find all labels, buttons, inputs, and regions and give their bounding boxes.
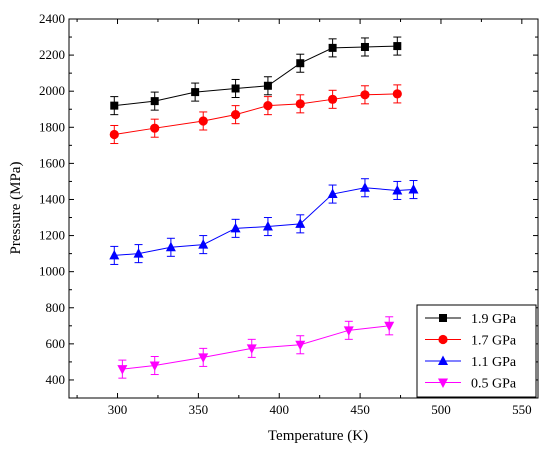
data-point bbox=[359, 182, 370, 192]
data-point bbox=[230, 222, 241, 233]
legend-marker bbox=[438, 378, 448, 388]
data-point bbox=[343, 326, 354, 336]
data-point bbox=[109, 249, 120, 260]
data-point bbox=[198, 353, 209, 363]
data-point bbox=[328, 43, 337, 52]
data-point bbox=[408, 184, 419, 194]
data-point bbox=[246, 344, 257, 354]
y-tick-label: 400 bbox=[46, 372, 66, 387]
plot-frame bbox=[68, 18, 539, 399]
y-tick-label: 800 bbox=[46, 300, 66, 315]
data-point bbox=[198, 239, 209, 249]
x-axis-title: Temperature (K) bbox=[268, 428, 368, 444]
data-point bbox=[392, 89, 402, 99]
y-tick-label: 600 bbox=[46, 336, 66, 351]
data-point bbox=[295, 340, 306, 351]
legend-item: 1.7 GPa bbox=[425, 334, 517, 349]
data-point bbox=[109, 129, 119, 140]
legend-marker bbox=[438, 334, 448, 345]
data-series bbox=[109, 36, 419, 379]
legend-marker bbox=[439, 314, 447, 322]
data-point bbox=[263, 81, 272, 90]
legend: 1.9 GPa 1.7 GPa 1.1 GPa 0.5 GPa bbox=[416, 304, 537, 398]
data-point bbox=[295, 99, 305, 109]
data-point bbox=[150, 123, 160, 133]
legend-item: 1.9 GPa bbox=[425, 312, 517, 327]
x-tick-label: 400 bbox=[269, 402, 289, 417]
data-point bbox=[295, 218, 306, 228]
data-point bbox=[392, 184, 403, 195]
y-tick-label: 2000 bbox=[39, 83, 65, 98]
data-point bbox=[393, 42, 402, 51]
y-axis-title: Pressure (MPa) bbox=[8, 162, 24, 255]
plot-border bbox=[68, 18, 539, 399]
data-point bbox=[360, 42, 369, 51]
y-tick-label: 1800 bbox=[39, 119, 65, 134]
y-tick-label: 1600 bbox=[39, 155, 65, 170]
data-point bbox=[198, 116, 208, 126]
y-tick-label: 1000 bbox=[39, 264, 65, 279]
series-1-7-gpa bbox=[109, 84, 402, 145]
data-point bbox=[231, 84, 240, 93]
data-point bbox=[165, 241, 176, 252]
x-tick-label: 550 bbox=[512, 402, 532, 417]
x-tick-label: 350 bbox=[189, 402, 209, 417]
data-point bbox=[360, 90, 370, 100]
legend-label: 1.1 GPa bbox=[471, 355, 517, 370]
x-tick-label: 450 bbox=[350, 402, 370, 417]
data-point bbox=[263, 101, 273, 111]
y-tick-label: 1400 bbox=[39, 191, 65, 206]
data-point bbox=[149, 361, 160, 372]
data-point bbox=[296, 59, 305, 68]
y-tick-label: 2400 bbox=[39, 11, 65, 26]
legend-box bbox=[416, 304, 537, 398]
data-point bbox=[230, 110, 241, 120]
legend-item: 0.5 GPa bbox=[425, 377, 517, 392]
series-line bbox=[114, 187, 414, 256]
series-0-5-gpa bbox=[117, 316, 395, 379]
data-point bbox=[262, 221, 273, 231]
data-point bbox=[328, 94, 338, 104]
data-point bbox=[191, 88, 200, 97]
data-point bbox=[110, 101, 119, 110]
legend-marker bbox=[438, 355, 448, 365]
series-1-9-gpa bbox=[110, 36, 402, 116]
x-tick-label: 300 bbox=[108, 402, 128, 417]
data-point bbox=[117, 365, 128, 375]
axis-ticks: 300 350 400 450 500 550 400 600 800 1000 1200 1400 1… bbox=[39, 11, 538, 417]
legend-label: 1.7 GPa bbox=[471, 334, 517, 349]
y-tick-label: 1200 bbox=[39, 228, 65, 243]
series-1-1-gpa bbox=[109, 178, 419, 265]
legend-item: 1.1 GPa bbox=[425, 355, 517, 370]
data-point bbox=[150, 97, 159, 106]
legend-label: 1.9 GPa bbox=[471, 312, 517, 327]
y-tick-label: 2200 bbox=[39, 47, 65, 62]
x-tick-label: 500 bbox=[431, 402, 451, 417]
legend-label: 0.5 GPa bbox=[471, 377, 517, 392]
data-point bbox=[327, 188, 338, 199]
data-point bbox=[384, 321, 395, 332]
data-point bbox=[133, 248, 144, 258]
